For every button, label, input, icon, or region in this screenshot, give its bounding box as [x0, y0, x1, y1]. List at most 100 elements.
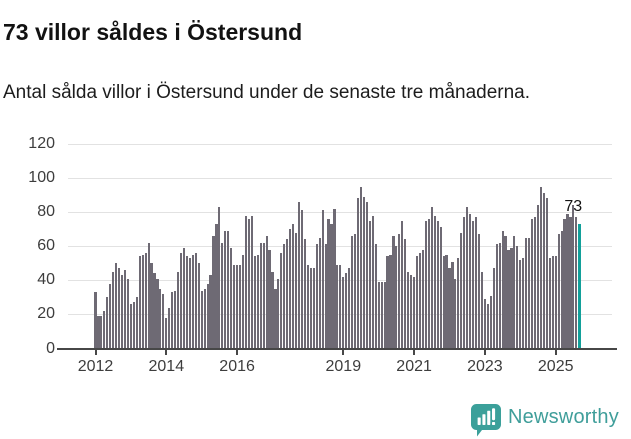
bar [259, 242, 262, 349]
bar [466, 206, 469, 349]
bar [418, 253, 422, 349]
bar [165, 317, 168, 349]
x-axis-label: 2021 [396, 357, 432, 375]
x-axis-tick [342, 349, 345, 355]
bar [156, 278, 159, 349]
gridline [68, 246, 612, 248]
bar [504, 235, 507, 349]
bar [359, 186, 363, 349]
bar [457, 258, 460, 349]
bar [413, 276, 416, 349]
bar [209, 275, 212, 349]
bar [197, 263, 200, 349]
bar [398, 234, 401, 349]
x-axis-label: 2012 [77, 357, 114, 375]
bar [120, 275, 124, 349]
bar [215, 224, 218, 349]
bar [377, 282, 380, 349]
bar [171, 292, 174, 349]
newsworthy-brand-text: Newsworthy [508, 406, 619, 428]
bar [129, 304, 132, 349]
bar [528, 237, 531, 349]
bar [253, 256, 256, 349]
bar [380, 282, 383, 349]
bar [463, 217, 466, 349]
bar [356, 198, 360, 349]
bar [351, 235, 354, 349]
bar [362, 196, 366, 349]
bar [300, 210, 304, 349]
bar [572, 205, 575, 349]
y-axis-label: 60 [37, 237, 55, 255]
bar [109, 283, 112, 349]
bar [569, 217, 572, 349]
bar [191, 254, 194, 349]
bar [421, 249, 425, 349]
bar [345, 273, 348, 349]
bar [557, 234, 560, 349]
bar [531, 218, 534, 349]
bar [448, 268, 451, 349]
x-axis-line [57, 347, 617, 350]
x-axis-label: 2014 [148, 357, 185, 375]
page-title: 73 villor såldes i Östersund [3, 19, 303, 46]
bar [315, 244, 318, 349]
bar [365, 201, 368, 349]
bar [339, 264, 342, 349]
x-axis-tick [236, 349, 239, 355]
bar [321, 210, 324, 349]
bar [103, 310, 106, 349]
bar [368, 220, 371, 349]
bar [123, 270, 127, 349]
y-axis-label: 80 [37, 203, 55, 221]
bar [138, 256, 141, 349]
bar [516, 246, 519, 349]
bar [433, 215, 436, 349]
bar [174, 290, 177, 349]
y-axis-label: 120 [28, 134, 55, 152]
y-axis-label: 100 [28, 169, 55, 186]
bar [415, 256, 419, 349]
bar [492, 268, 495, 349]
bar [118, 268, 121, 349]
x-axis-tick [94, 349, 97, 355]
bar [230, 247, 233, 349]
y-axis-label: 0 [46, 339, 55, 357]
bar [439, 227, 442, 349]
bar [401, 220, 404, 349]
bar [424, 220, 427, 349]
bar [513, 235, 516, 349]
bar [480, 271, 484, 349]
bar [469, 213, 472, 349]
bar [501, 230, 504, 349]
bar [94, 292, 97, 349]
x-axis-label: 2016 [219, 357, 255, 375]
bar [250, 215, 253, 349]
bar [224, 230, 227, 349]
bar [474, 217, 478, 349]
bar [554, 256, 557, 349]
bar [153, 273, 156, 349]
bar [533, 217, 537, 349]
bar [303, 239, 307, 349]
highlighted-bar [577, 224, 581, 349]
newsworthy-logo-icon [471, 404, 501, 437]
bar [560, 230, 563, 349]
y-axis-label: 40 [37, 271, 55, 289]
bar [551, 256, 554, 349]
bar [100, 316, 103, 349]
bar [306, 264, 309, 349]
bar [150, 263, 153, 349]
bar [274, 288, 277, 349]
bar [297, 201, 301, 349]
bar [106, 297, 109, 349]
bar [436, 220, 439, 349]
bar [386, 256, 389, 349]
bar [147, 242, 150, 349]
bar [495, 244, 498, 349]
bar [218, 206, 221, 349]
bar [486, 304, 489, 349]
bar [212, 235, 215, 349]
bar [112, 271, 115, 349]
